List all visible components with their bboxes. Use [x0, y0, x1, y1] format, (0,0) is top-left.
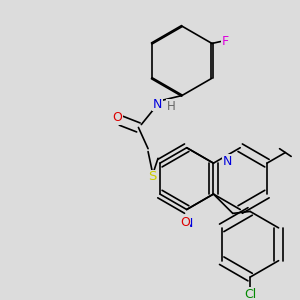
Text: N: N — [153, 98, 162, 111]
Text: N: N — [222, 155, 232, 168]
Text: N: N — [184, 217, 193, 230]
Text: S: S — [148, 170, 156, 183]
Text: O: O — [112, 111, 122, 124]
Text: O: O — [180, 216, 190, 229]
Text: F: F — [222, 35, 229, 48]
Text: Cl: Cl — [244, 288, 256, 300]
Text: H: H — [167, 100, 176, 113]
